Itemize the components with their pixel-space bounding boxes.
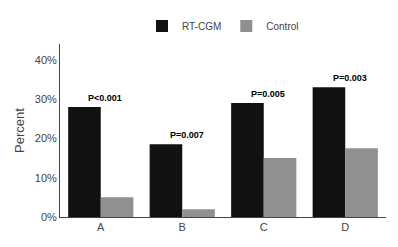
svg-text:D: D	[341, 221, 349, 233]
svg-text:B: B	[179, 221, 186, 233]
svg-text:10%: 10%	[35, 172, 57, 184]
svg-text:RT-CGM: RT-CGM	[182, 21, 221, 32]
svg-text:30%: 30%	[35, 93, 57, 105]
svg-text:P<0.001: P<0.001	[88, 93, 122, 103]
svg-text:20%: 20%	[35, 132, 57, 144]
svg-text:P=0.007: P=0.007	[170, 130, 204, 140]
svg-text:P=0.003: P=0.003	[333, 73, 367, 83]
svg-text:0%: 0%	[41, 211, 57, 223]
svg-text:C: C	[260, 221, 268, 233]
svg-text:A: A	[97, 221, 105, 233]
svg-text:40%: 40%	[35, 54, 57, 66]
svg-text:P=0.005: P=0.005	[251, 89, 285, 99]
svg-text:Percent: Percent	[12, 108, 27, 153]
svg-text:Control: Control	[266, 21, 298, 32]
